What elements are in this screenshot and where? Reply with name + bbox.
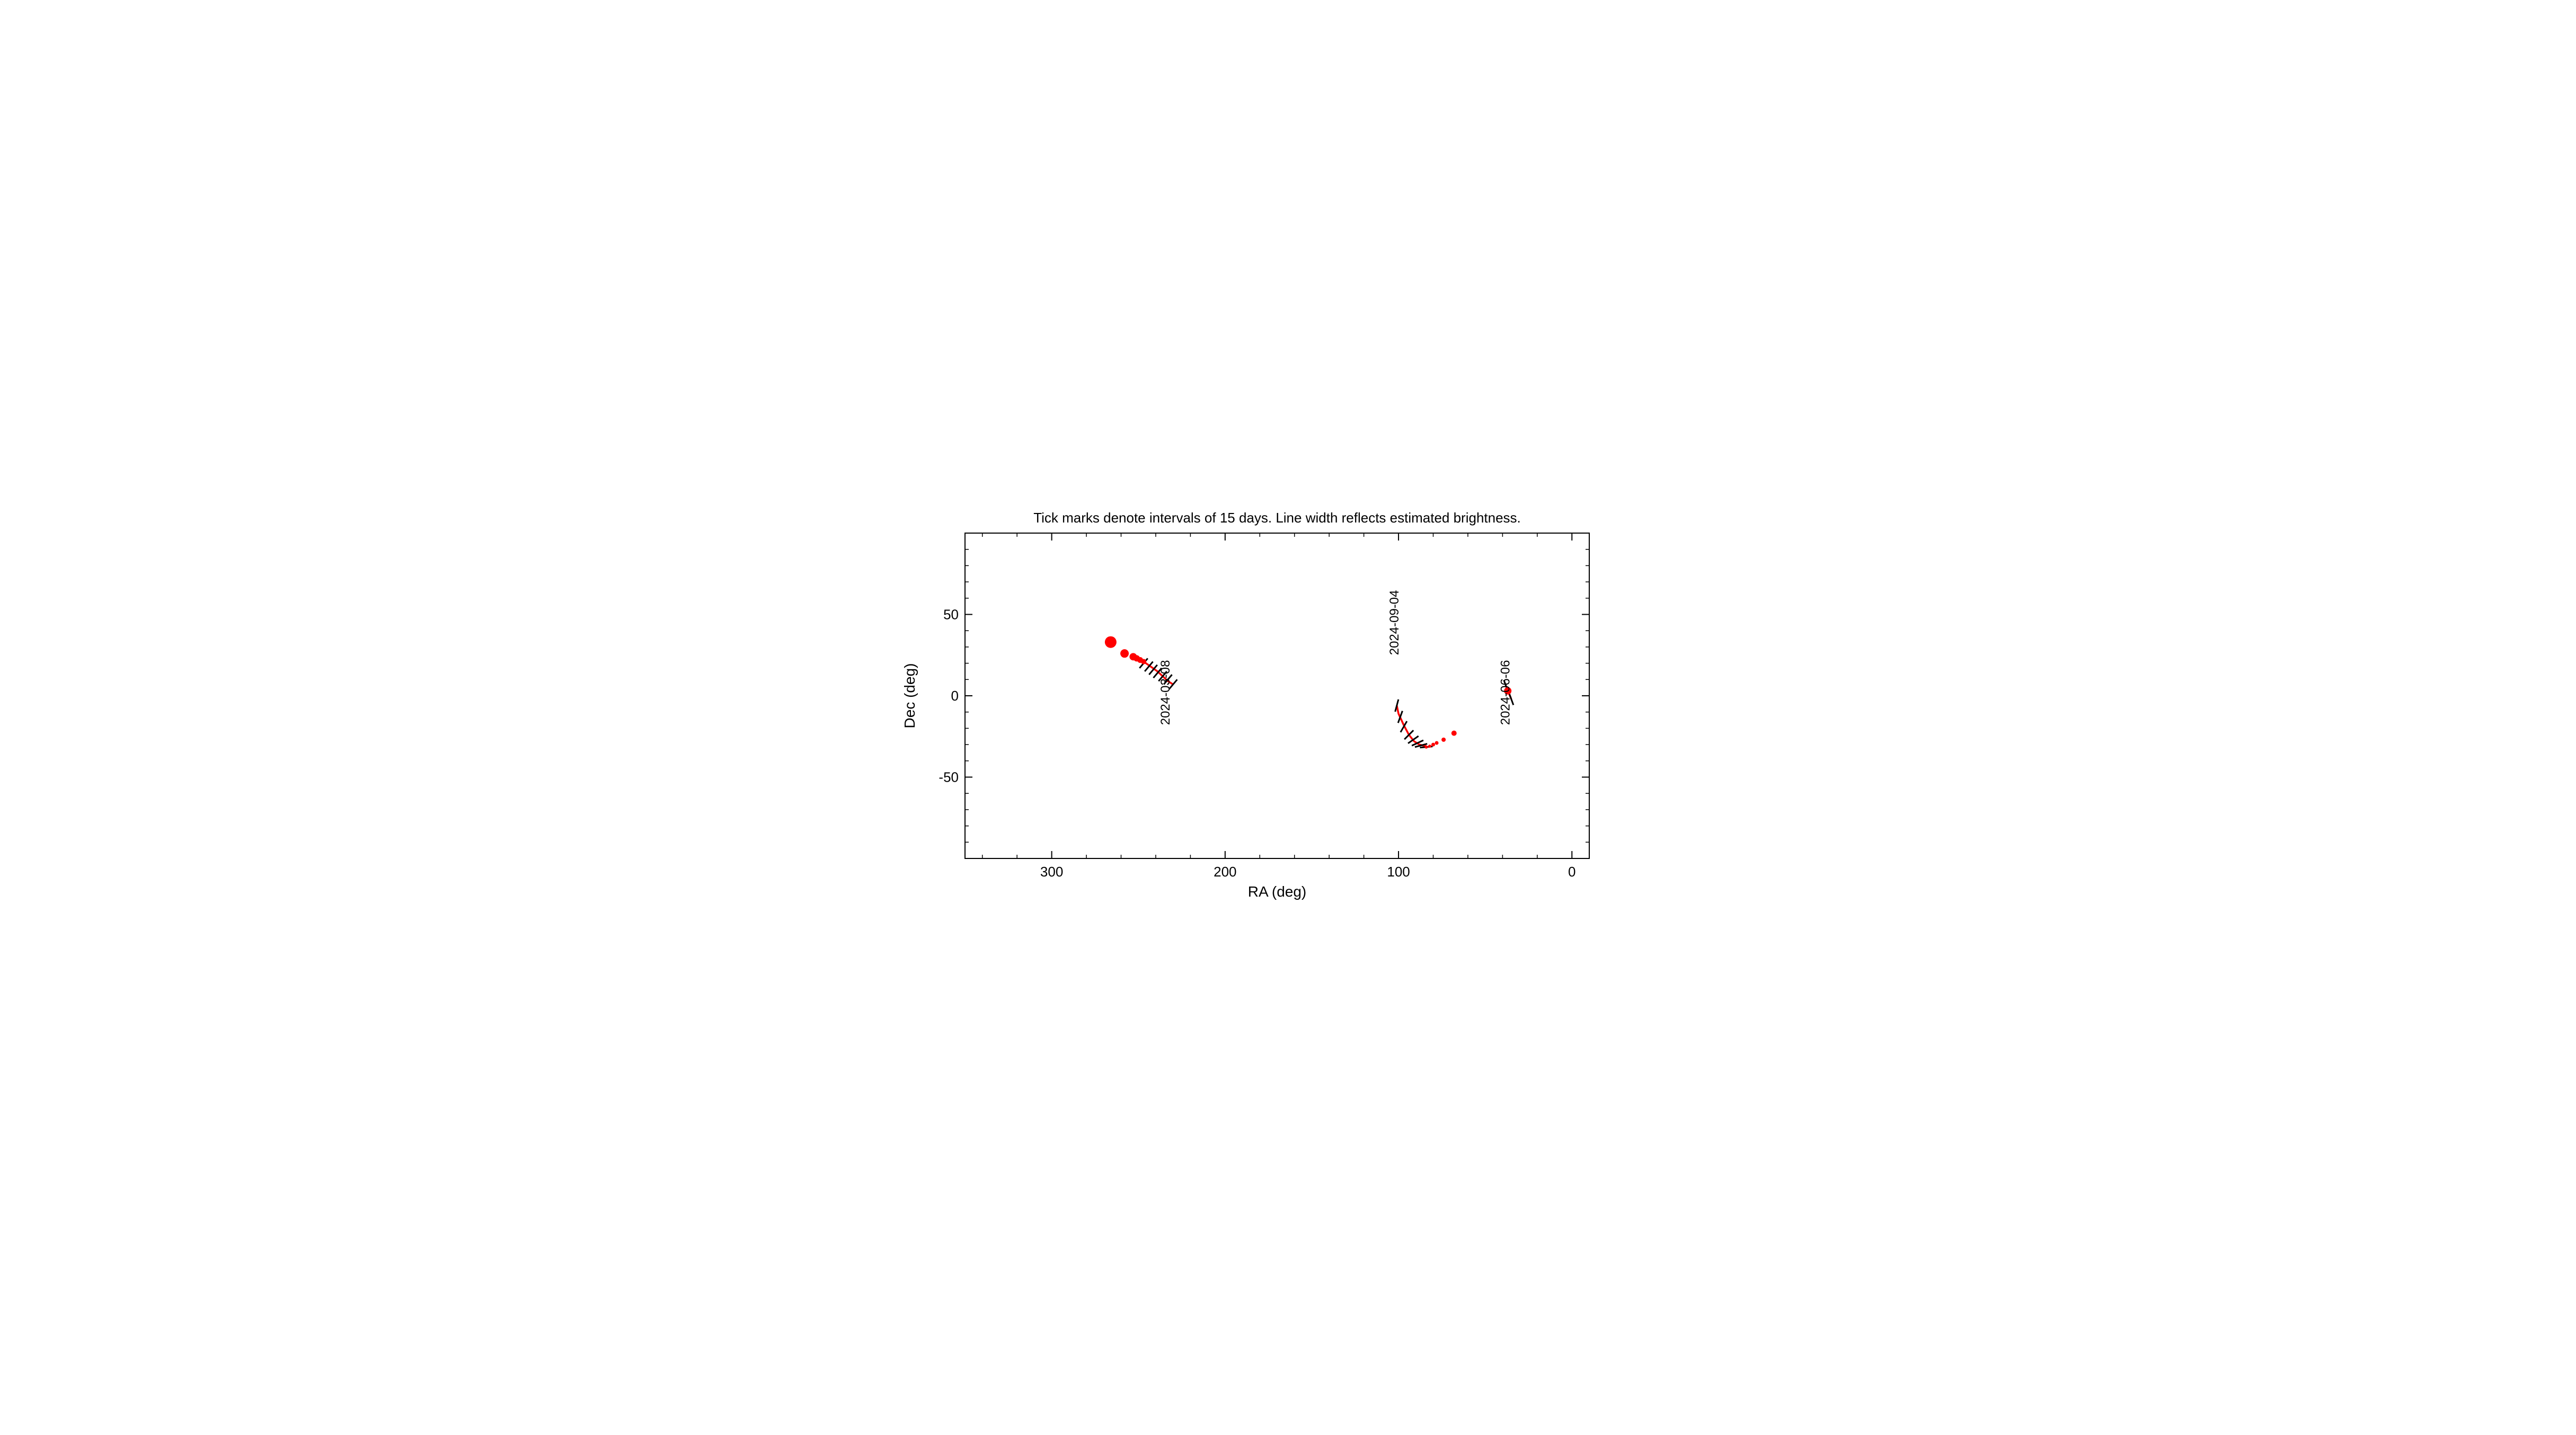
data-point <box>1431 743 1435 747</box>
date-label: 2024-03-08 <box>1158 660 1173 725</box>
x-tick-label: 200 <box>1214 864 1236 880</box>
y-tick-label: 0 <box>951 688 958 704</box>
data-point <box>1441 738 1446 742</box>
plot-border <box>965 533 1589 858</box>
x-tick-label: 0 <box>1568 864 1575 880</box>
y-tick-label: 50 <box>943 607 959 623</box>
data-point <box>1424 746 1428 749</box>
date-label: 2024-06-06 <box>1498 660 1512 725</box>
data-point <box>1428 745 1431 748</box>
chart-title: Tick marks denote intervals of 15 days. … <box>1033 510 1521 526</box>
chart-svg: Tick marks denote intervals of 15 days. … <box>883 492 1694 943</box>
y-tick-label: -50 <box>939 769 959 785</box>
x-tick-label: 300 <box>1040 864 1063 880</box>
data-point <box>1435 741 1438 745</box>
x-axis-label: RA (deg) <box>1247 883 1306 900</box>
data-point <box>1451 731 1456 736</box>
data-point <box>1104 636 1116 648</box>
data-point <box>1141 659 1146 665</box>
chart-container: Tick marks denote intervals of 15 days. … <box>883 492 1694 943</box>
date-label: 2024-09-04 <box>1387 590 1402 655</box>
y-axis-label: Dec (deg) <box>901 663 918 729</box>
data-point <box>1120 649 1129 658</box>
x-tick-label: 100 <box>1387 864 1410 880</box>
